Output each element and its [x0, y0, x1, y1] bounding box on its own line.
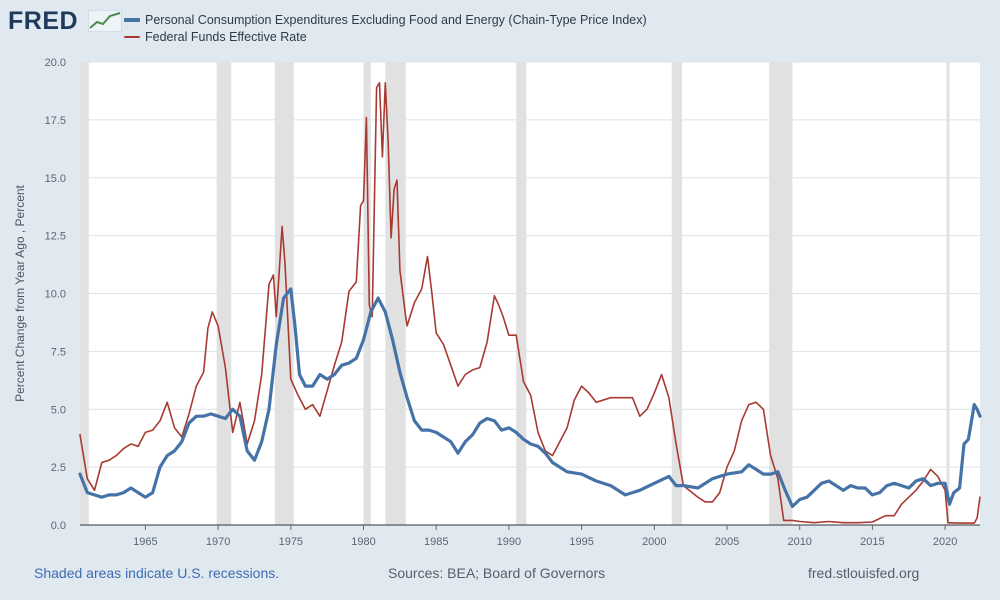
- recession-note-link[interactable]: Shaded areas indicate U.S. recessions.: [34, 565, 280, 581]
- logo-text: FRED: [8, 7, 79, 35]
- y-axis-ticks: 0.0 2.5 5.0 7.5 10.0 12.5 15.0 17.5 20.0: [45, 57, 66, 532]
- logo-graph-icon: [88, 10, 122, 32]
- y-tick-label: 15.0: [45, 173, 66, 185]
- legend-item-fedfunds[interactable]: Federal Funds Effective Rate: [124, 28, 647, 45]
- x-tick-label: 2005: [715, 536, 739, 548]
- x-tick-label: 1970: [206, 536, 230, 548]
- y-tick-label: 20.0: [45, 57, 66, 69]
- legend-label-pce: Personal Consumption Expenditures Exclud…: [145, 12, 647, 27]
- header: FRED Personal Consumption Expenditures E…: [0, 0, 1000, 56]
- x-tick-label: 1980: [351, 536, 375, 548]
- y-axis-label: Percent Change from Year Ago , Percent: [13, 184, 27, 401]
- sources-text: Sources: BEA; Board of Governors: [388, 565, 606, 581]
- y-tick-label: 17.5: [45, 115, 66, 127]
- chart-legend: Personal Consumption Expenditures Exclud…: [124, 11, 647, 45]
- x-tick-label: 1975: [279, 536, 303, 548]
- grid-lines: [80, 61, 980, 468]
- y-tick-label: 7.5: [51, 346, 66, 358]
- series-lines: [78, 82, 982, 524]
- x-tick-label: 2010: [787, 536, 811, 548]
- legend-item-pce[interactable]: Personal Consumption Expenditures Exclud…: [124, 11, 647, 28]
- series-line-pce[interactable]: [78, 287, 982, 509]
- x-tick-label: 2020: [933, 536, 957, 548]
- x-tick-label: 2000: [642, 536, 666, 548]
- legend-swatch-pce: [124, 17, 140, 22]
- x-tick-label: 2015: [860, 536, 884, 548]
- y-tick-label: 10.0: [45, 289, 66, 301]
- site-url[interactable]: fred.stlouisfed.org: [808, 565, 920, 581]
- y-tick-label: 5.0: [51, 404, 66, 416]
- y-tick-label: 2.5: [51, 462, 66, 474]
- x-tick-label: 1965: [133, 536, 157, 548]
- y-tick-label: 0.0: [51, 520, 66, 532]
- x-tick-label: 1990: [497, 536, 521, 548]
- legend-label-fedfunds: Federal Funds Effective Rate: [145, 29, 307, 44]
- x-axis-ticks: 1965 1970 1975 1980 1985 1990 1995 2000 2005 2010…: [80, 524, 980, 548]
- legend-swatch-fedfunds: [124, 35, 140, 38]
- y-tick-label: 12.5: [45, 231, 66, 243]
- x-tick-label: 1985: [424, 536, 448, 548]
- x-tick-label: 1995: [569, 536, 593, 548]
